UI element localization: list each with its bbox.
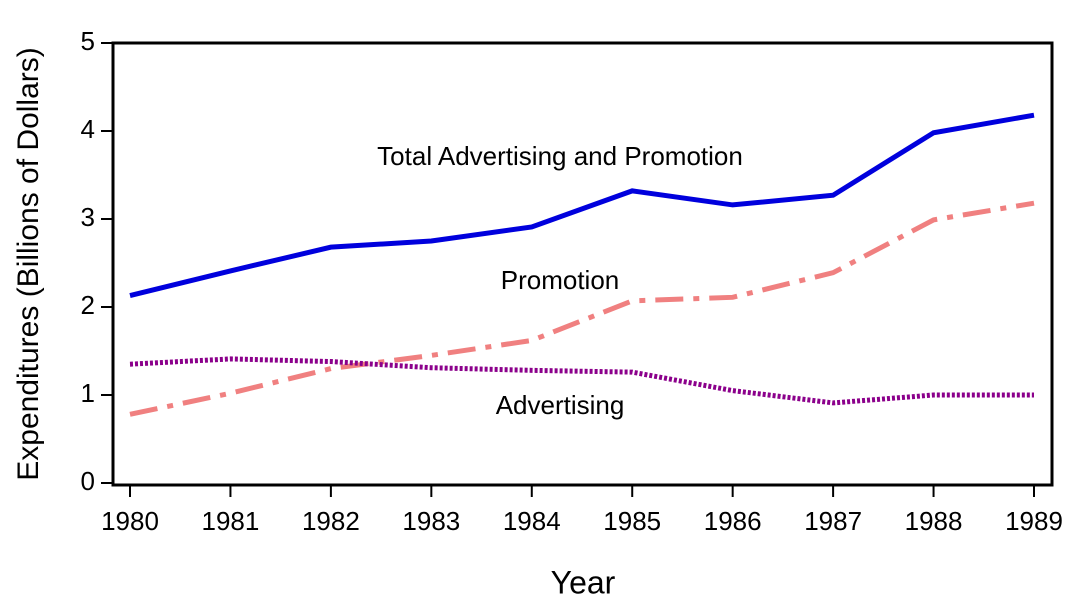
x-tick-label: 1987: [804, 506, 862, 536]
x-tick-label: 1980: [101, 506, 159, 536]
y-tick-label: 2: [81, 290, 95, 320]
series-label: Advertising: [496, 390, 625, 420]
series-label: Promotion: [501, 265, 620, 295]
x-tick-label: 1983: [402, 506, 460, 536]
line-series: [129, 200, 1035, 417]
x-tick-label: 1988: [905, 506, 963, 536]
x-axis-title: Year: [551, 564, 616, 600]
y-axis-title: Expenditures (Billions of Dollars): [12, 47, 45, 481]
y-tick-label: 5: [81, 26, 95, 56]
x-tick-label: 1986: [704, 506, 762, 536]
plot-frame: [111, 41, 1054, 487]
x-tick-label: 1982: [302, 506, 360, 536]
y-tick-label: 1: [81, 378, 95, 408]
x-tick-label: 1989: [1005, 506, 1063, 536]
x-tick-label: 1981: [202, 506, 260, 536]
y-tick-label: 3: [81, 202, 95, 232]
line-series: [129, 112, 1035, 298]
line-series: [129, 356, 1034, 406]
y-tick-label: 0: [81, 466, 95, 496]
series-label: Total Advertising and Promotion: [377, 141, 743, 171]
x-tick-label: 1984: [503, 506, 561, 536]
x-tick-label: 1985: [603, 506, 661, 536]
y-tick-label: 4: [81, 114, 95, 144]
